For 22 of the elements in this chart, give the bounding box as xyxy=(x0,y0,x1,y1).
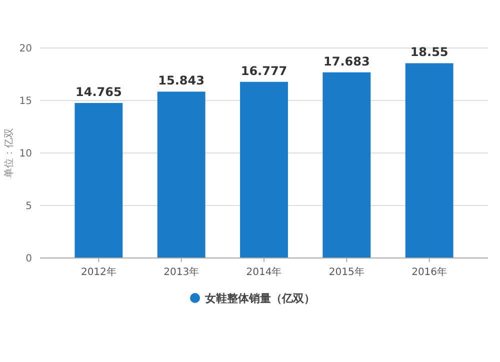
y-tick-label: 0 xyxy=(26,254,32,264)
x-tick-label: 2013年 xyxy=(164,266,200,278)
x-tick-label: 2016年 xyxy=(412,266,448,278)
x-tick-label: 2012年 xyxy=(80,266,116,278)
bar xyxy=(157,92,206,258)
bar xyxy=(74,102,123,258)
x-tick-label: 2014年 xyxy=(246,266,282,278)
data-label: 14.765 xyxy=(76,84,122,99)
bar xyxy=(405,63,454,258)
bar xyxy=(322,72,371,258)
x-tick-label: 2015年 xyxy=(328,266,364,278)
y-axis-title: 单位：亿双 xyxy=(3,128,15,178)
y-tick-label: 15 xyxy=(19,96,32,107)
y-tick-label: 10 xyxy=(19,148,32,160)
y-tick-label: 5 xyxy=(26,201,32,212)
data-label: 16.777 xyxy=(240,64,288,78)
data-label: 15.843 xyxy=(158,74,204,88)
data-label: 17.683 xyxy=(324,54,370,68)
y-tick-label: 20 xyxy=(19,44,32,54)
data-label: 18.55 xyxy=(410,45,448,60)
bar xyxy=(240,82,288,258)
legend-label: 女鞋整体销量（亿双） xyxy=(204,292,315,305)
